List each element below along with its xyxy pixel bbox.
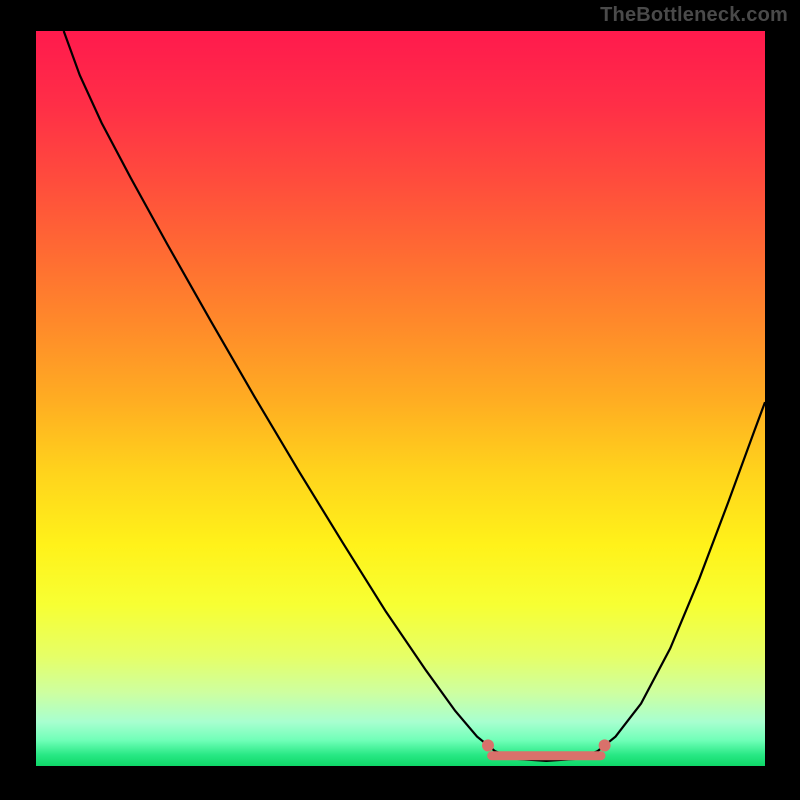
endpoint-left bbox=[482, 739, 494, 751]
curve-svg bbox=[36, 31, 765, 766]
bottleneck-curve bbox=[64, 31, 765, 761]
plot-area bbox=[36, 31, 765, 766]
watermark-text: TheBottleneck.com bbox=[600, 4, 788, 27]
endpoint-right bbox=[599, 739, 611, 751]
plot-frame bbox=[36, 31, 765, 766]
